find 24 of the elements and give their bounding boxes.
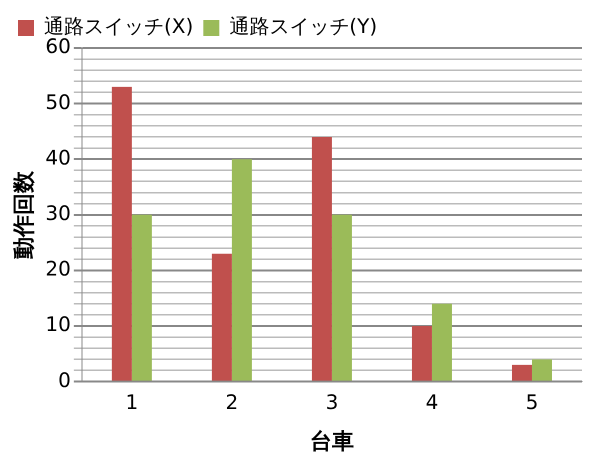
y-tick-label: 10 [45, 312, 71, 336]
y-tick-label: 40 [45, 145, 71, 170]
bar [432, 304, 452, 381]
bar [112, 86, 132, 381]
y-tick-label: 20 [45, 256, 71, 281]
bar [212, 254, 232, 381]
x-tick-label: 1 [125, 390, 138, 414]
y-tick-label: 50 [45, 90, 71, 114]
legend-label: 通路スイッチ(Y) [229, 14, 378, 38]
bar [132, 214, 152, 381]
bar [532, 359, 552, 381]
x-axis-title: 台車 [310, 430, 354, 455]
y-tick-label: 30 [45, 201, 71, 226]
bar [312, 136, 332, 381]
bar [332, 214, 352, 381]
y-axis-title: 動作回数 [12, 170, 37, 260]
bar [232, 159, 252, 381]
x-tick-label: 4 [426, 390, 438, 414]
x-tick-label: 5 [526, 390, 538, 414]
bar [412, 326, 432, 381]
y-tick-label: 0 [58, 368, 71, 392]
x-tick-label: 2 [226, 390, 238, 414]
bar [512, 364, 532, 381]
x-tick-label: 3 [326, 390, 338, 414]
